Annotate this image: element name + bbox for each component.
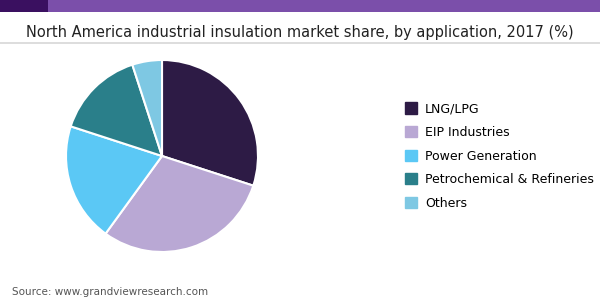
Wedge shape xyxy=(133,60,162,156)
Bar xyxy=(0,0,48,12)
Text: Source: www.grandviewresearch.com: Source: www.grandviewresearch.com xyxy=(12,287,208,297)
Text: North America industrial insulation market share, by application, 2017 (%): North America industrial insulation mark… xyxy=(26,26,574,40)
Wedge shape xyxy=(71,65,162,156)
Wedge shape xyxy=(66,126,162,234)
Wedge shape xyxy=(162,60,258,186)
Wedge shape xyxy=(106,156,253,252)
Legend: LNG/LPG, EIP Industries, Power Generation, Petrochemical & Refineries, Others: LNG/LPG, EIP Industries, Power Generatio… xyxy=(405,102,594,210)
